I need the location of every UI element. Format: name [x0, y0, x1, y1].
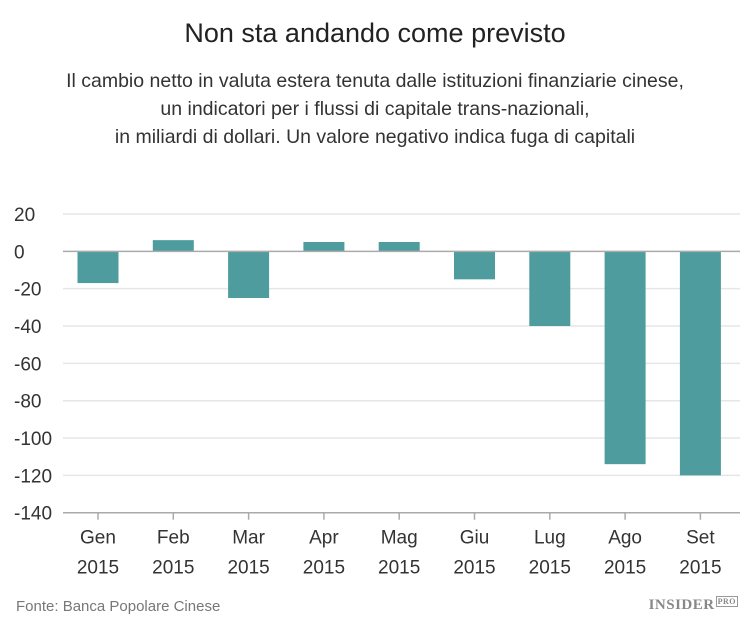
bar-gen — [77, 251, 119, 284]
y-tick-label: 0 — [14, 242, 25, 263]
insider-pro-logo: INSIDER PRO — [648, 596, 738, 614]
x-tick-label: 2015 — [453, 558, 495, 579]
x-tick-label: 2015 — [529, 558, 571, 579]
x-tick-label: Apr — [309, 528, 339, 549]
bar-giu — [454, 251, 495, 280]
y-tick-label: -120 — [14, 466, 52, 487]
x-tick-label: 2015 — [77, 558, 119, 579]
x-tick-label: 2015 — [679, 558, 721, 579]
x-tick-label: Gen — [80, 528, 116, 549]
x-tick-label: 2015 — [378, 558, 420, 579]
x-tick-label: Ago — [608, 528, 642, 549]
x-tick-label: Lug — [534, 528, 566, 549]
chart-subtitle-line-2: un indicatori per i flussi di capitale t… — [160, 98, 590, 120]
chart-subtitle-line-3: in miliardi di dollari. Un valore negati… — [114, 126, 636, 148]
chart-title: Non sta andando come previsto — [184, 18, 566, 48]
y-tick-label: -140 — [14, 504, 52, 525]
x-tick-label: Mag — [381, 528, 418, 549]
bar-mag — [378, 242, 420, 252]
x-tick-label: 2015 — [227, 558, 269, 579]
bar-ago — [604, 251, 646, 465]
bar-apr — [303, 242, 345, 252]
bar-set — [679, 251, 721, 476]
y-tick-label: -60 — [14, 354, 41, 375]
bar-mar — [228, 251, 270, 299]
x-tick-label: 2015 — [152, 558, 194, 579]
y-tick-label: -100 — [14, 429, 52, 450]
x-tick-label: Set — [686, 528, 715, 549]
y-tick-label: -40 — [14, 317, 41, 338]
source-note: Fonte: Banca Popolare Cinese — [16, 598, 221, 615]
y-tick-label: 20 — [14, 205, 35, 226]
logo-suffix: PRO — [715, 596, 738, 607]
bar-feb — [152, 240, 194, 252]
logo-text: INSIDER — [648, 597, 715, 613]
y-tick-label: -20 — [14, 280, 41, 301]
bar-lug — [529, 251, 571, 327]
x-tick-label: 2015 — [604, 558, 646, 579]
y-tick-label: -80 — [14, 392, 41, 413]
chart-subtitle-line-1: Il cambio netto in valuta estera tenuta … — [66, 70, 684, 92]
x-tick-label: Mar — [232, 528, 265, 549]
x-tick-label: Giu — [460, 528, 490, 549]
x-tick-label: Feb — [157, 528, 190, 549]
x-tick-label: 2015 — [303, 558, 345, 579]
